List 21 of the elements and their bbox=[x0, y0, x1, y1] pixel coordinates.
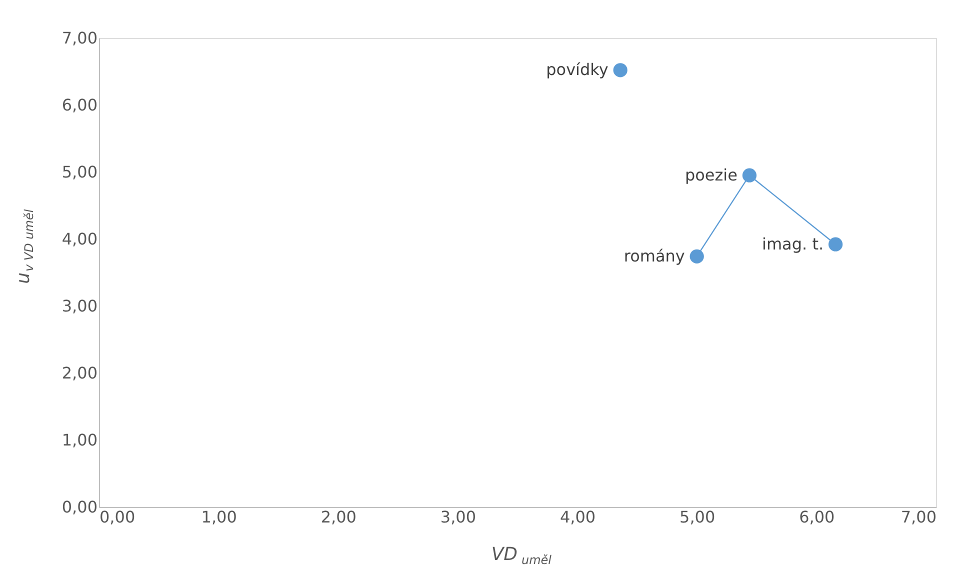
x-tick-label: 6,00 bbox=[799, 508, 835, 526]
y-tick-label: 2,00 bbox=[62, 364, 98, 382]
annotation: poezie bbox=[684, 165, 738, 184]
x-tick-label: 0,00 bbox=[100, 508, 136, 526]
annotation: imag. t. bbox=[762, 234, 824, 254]
x-tick-label: 5,00 bbox=[680, 508, 716, 526]
y-tick-label: 1,00 bbox=[62, 430, 98, 450]
y-tick-label: 7,00 bbox=[62, 28, 98, 48]
y-axis-title: uv VD uměl bbox=[13, 208, 36, 284]
annotation: povídky bbox=[546, 60, 608, 80]
annotation: romány bbox=[624, 246, 685, 266]
x-tick-label: 7,00 bbox=[900, 508, 936, 526]
x-tick-label: 2,00 bbox=[320, 508, 356, 526]
x-tick-label: 4,00 bbox=[560, 508, 596, 526]
y-tick-label: 5,00 bbox=[62, 162, 98, 182]
y-tick-label: 6,00 bbox=[62, 96, 98, 114]
x-tick-label: 3,00 bbox=[440, 508, 476, 526]
y-tick-label: 4,00 bbox=[62, 230, 98, 248]
x-tick-label: 1,00 bbox=[201, 508, 237, 526]
y-tick-label: 3,00 bbox=[62, 296, 98, 316]
x-axis-title: VD uměl bbox=[491, 544, 552, 567]
